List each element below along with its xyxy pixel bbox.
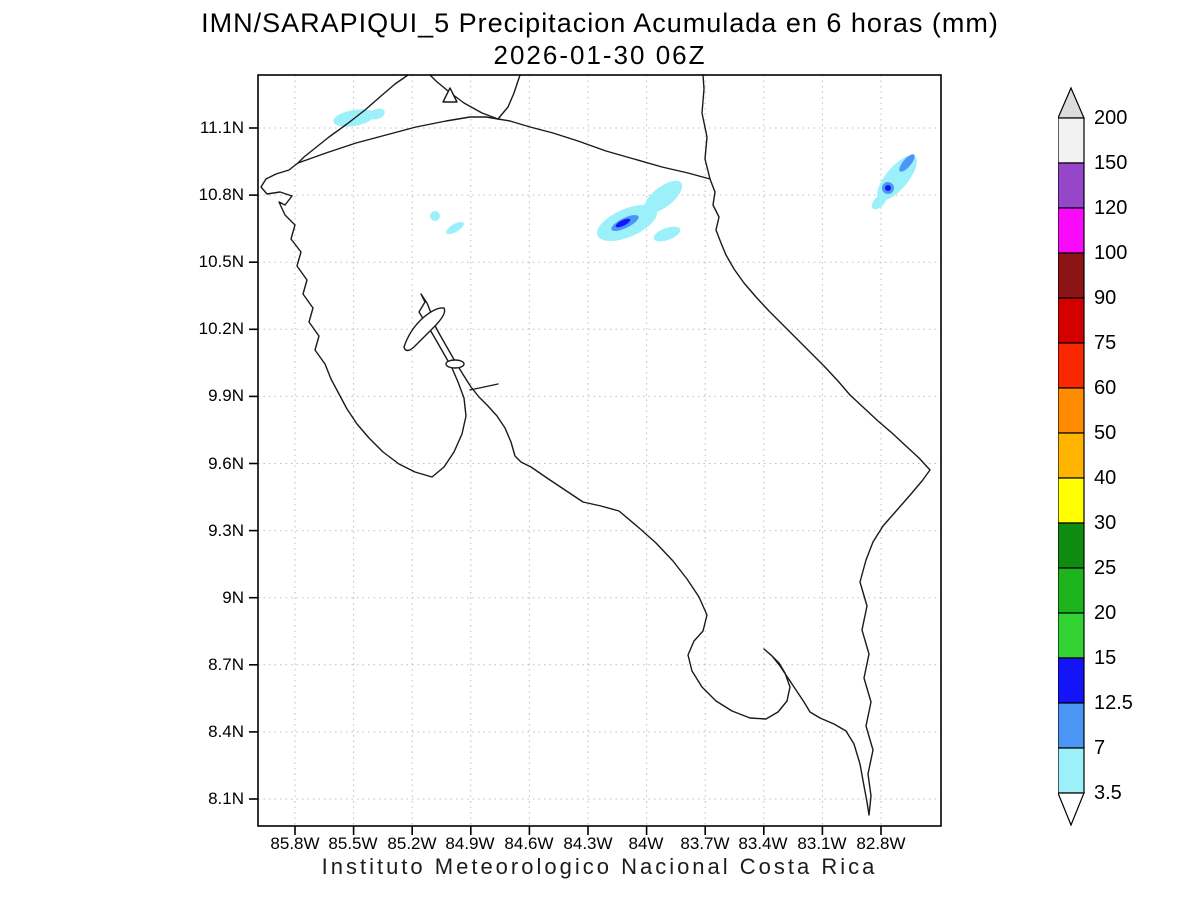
colorbar-segment: [1058, 342, 1085, 389]
colorbar-segment: [1058, 162, 1085, 209]
lat-tick-label: 9.6N: [208, 454, 244, 473]
colorbar-segment: [1058, 432, 1085, 479]
colorbar-segment: [1058, 657, 1085, 704]
chira-island-path: [445, 359, 465, 369]
precip-blob: [430, 211, 440, 221]
lon-tick-label: 85.8W: [270, 834, 320, 853]
nicaragua-caribbean-coast-path: [701, 74, 711, 180]
colorbar-segment: [1058, 567, 1085, 614]
colorbar-segment: [1058, 702, 1085, 749]
colorbar-segment: [1058, 747, 1085, 794]
precip-core-dark: [615, 218, 631, 228]
colorbar-below-arrow: [1058, 792, 1085, 827]
lat-tick-label: 9.3N: [208, 521, 244, 540]
lon-tick-label: 85.5W: [328, 834, 378, 853]
colorbar-segment: [1058, 252, 1085, 299]
precipitation-shading: [333, 108, 917, 242]
colorbar-above-arrow: [1058, 86, 1085, 119]
colorbar-label: 50: [1094, 422, 1117, 444]
colorbar-label: 75: [1094, 332, 1117, 354]
lon-tick-label: 82.8W: [856, 834, 906, 853]
plot-valid-time: 2026-01-30 06Z: [493, 40, 707, 70]
lat-tick-label: 10.2N: [198, 319, 244, 338]
colorbar-label: 150: [1094, 152, 1128, 174]
precip-blob: [446, 221, 464, 235]
colorbar-label: 25: [1094, 557, 1117, 579]
map-frame: [249, 74, 942, 835]
lon-tick-label: 83.4W: [738, 834, 788, 853]
colorbar-label: 7: [1094, 737, 1106, 759]
lake-arenal-path: [403, 307, 446, 352]
puntarenas-spit-path: [469, 383, 499, 391]
lat-tick-label: 11.1N: [199, 118, 244, 137]
colorbar-segment: [1058, 117, 1085, 164]
colorbar-label: 12.5: [1094, 692, 1133, 714]
lake-nicaragua-east-shore-path: [497, 74, 521, 120]
colorbar-label: 100: [1094, 242, 1128, 264]
grid-lines: [258, 75, 941, 826]
lat-tick-label: 8.4N: [208, 722, 244, 741]
colorbar-segment: [1058, 477, 1085, 524]
lat-tick-label: 8.7N: [208, 655, 244, 674]
lon-tick-label: 84.9W: [445, 834, 495, 853]
colorbar-label: 3.5: [1094, 782, 1122, 804]
colorbar-label: 30: [1094, 512, 1117, 534]
footer-caption: Instituto Meteorologico Nacional Costa R…: [321, 854, 878, 879]
lon-tick-label: 83.7W: [680, 834, 730, 853]
lat-tick-label: 9.9N: [208, 386, 244, 405]
colorbar-label: 60: [1094, 377, 1117, 399]
colorbar-segment: [1058, 612, 1085, 659]
lat-tick-label: 10.5N: [198, 252, 244, 271]
precip-blob: [643, 180, 683, 214]
axis-ticks: [249, 127, 882, 835]
colorbar-segment: [1058, 297, 1085, 344]
precip-blob: [653, 226, 681, 242]
colorbar-segment: [1058, 522, 1085, 569]
lat-tick-label: 8.1N: [208, 789, 244, 808]
lon-tick-label: 84W: [628, 834, 664, 853]
colorbar-label: 90: [1094, 287, 1117, 309]
colorbar-segment: [1058, 387, 1085, 434]
lat-tick-label: 10.8N: [198, 185, 244, 204]
lon-tick-label: 85.2W: [387, 834, 437, 853]
colorbar-label: 40: [1094, 467, 1117, 489]
colorbar: [1058, 86, 1085, 827]
coastlines: [260, 74, 931, 816]
precip-blob: [871, 194, 887, 210]
plot-title: IMN/SARAPIQUI_5 Precipitacion Acumulada …: [201, 8, 999, 38]
colorbar-label: 15: [1094, 647, 1117, 669]
precip-core-medium: [899, 154, 915, 172]
lon-tick-label: 84.6W: [504, 834, 554, 853]
precip-core-dark: [885, 185, 891, 191]
lon-tick-label: 84.3W: [563, 834, 613, 853]
colorbar-label: 120: [1094, 197, 1128, 219]
map-panel: [249, 74, 942, 835]
costa-rica-outline-path: [260, 74, 931, 816]
precip-blob: [369, 108, 385, 120]
colorbar-segment: [1058, 207, 1085, 254]
lat-tick-label: 9N: [222, 588, 244, 607]
volcano-triangle-marker-icon: [442, 87, 458, 103]
colorbar-label: 20: [1094, 602, 1117, 624]
lon-tick-label: 83.1W: [797, 834, 847, 853]
colorbar-label: 200: [1094, 107, 1128, 129]
nicaragua-border-path: [297, 116, 499, 164]
